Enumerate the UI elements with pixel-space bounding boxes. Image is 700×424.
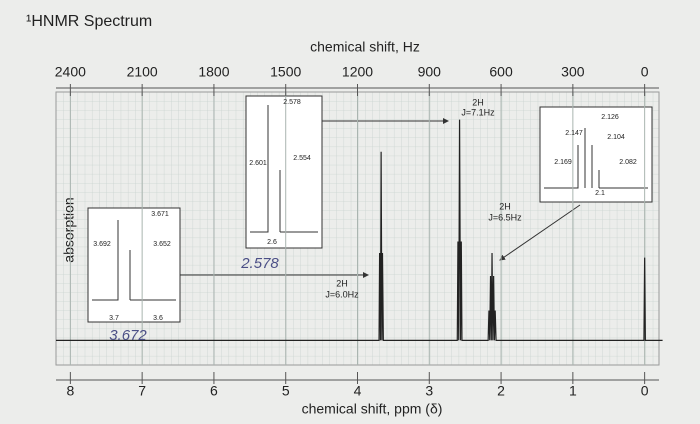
annotation: 3.652 (153, 241, 171, 248)
annotation: 2.554 (293, 155, 311, 162)
annotation: 2.126 (601, 114, 619, 121)
arrows (180, 118, 581, 278)
annotation: 2.601 (249, 160, 267, 167)
annotation: 2.082 (619, 159, 637, 166)
annotation: J=6.0Hz (325, 289, 359, 299)
spectrum-line (56, 119, 663, 341)
x2-tick-label: 1200 (342, 64, 373, 80)
annotation: J=7.1Hz (461, 107, 495, 117)
x2-tick-label: 300 (561, 64, 585, 80)
annotation: 2.6 (267, 239, 277, 246)
x-tick-label: 0 (641, 383, 649, 399)
x2-tick-label: 0 (641, 64, 649, 80)
inset-peaks (92, 105, 648, 301)
x2-tick-label: 1500 (270, 64, 301, 80)
y-label: absorption (61, 197, 77, 262)
x-tick-label: 7 (138, 383, 146, 399)
x-tick-label: 4 (354, 383, 362, 399)
annotation: 2H (472, 97, 484, 107)
x-label: chemical shift, ppm (δ) (302, 401, 443, 417)
chart-title: ¹HNMR Spectrum (26, 13, 152, 30)
x2-tick-label: 2400 (55, 64, 86, 80)
annotation: 2H (499, 201, 511, 211)
x2-tick-label: 2100 (127, 64, 158, 80)
annotation: 3.692 (93, 241, 111, 248)
annotation: 3.7 (109, 315, 119, 322)
x-tick-label: 5 (282, 383, 290, 399)
insets (87, 95, 653, 323)
annotation: 2.104 (607, 134, 625, 141)
x-tick-label: 6 (210, 383, 218, 399)
x2-label: chemical shift, Hz (310, 39, 420, 55)
x2-tick-label: 600 (489, 64, 513, 80)
annotation: 3.672 (109, 327, 147, 344)
x2-tick-label: 1800 (198, 64, 229, 80)
x-tick-label: 2 (497, 383, 505, 399)
x-tick-label: 1 (569, 383, 577, 399)
annotation: 2.578 (240, 255, 279, 272)
annotation: 2.578 (283, 99, 301, 106)
x2-tick-label: 900 (418, 64, 442, 80)
annotation: 3.6 (153, 315, 163, 322)
annotation: 2.1 (595, 190, 605, 197)
annotation: 2H (336, 278, 348, 288)
annotation: 2.147 (565, 130, 583, 137)
x-tick-label: 3 (425, 383, 433, 399)
annotation: 3.671 (151, 211, 169, 218)
annotation: J=6.5Hz (488, 212, 522, 222)
x-tick-label: 8 (66, 383, 74, 399)
annotation: 2.169 (554, 159, 572, 166)
